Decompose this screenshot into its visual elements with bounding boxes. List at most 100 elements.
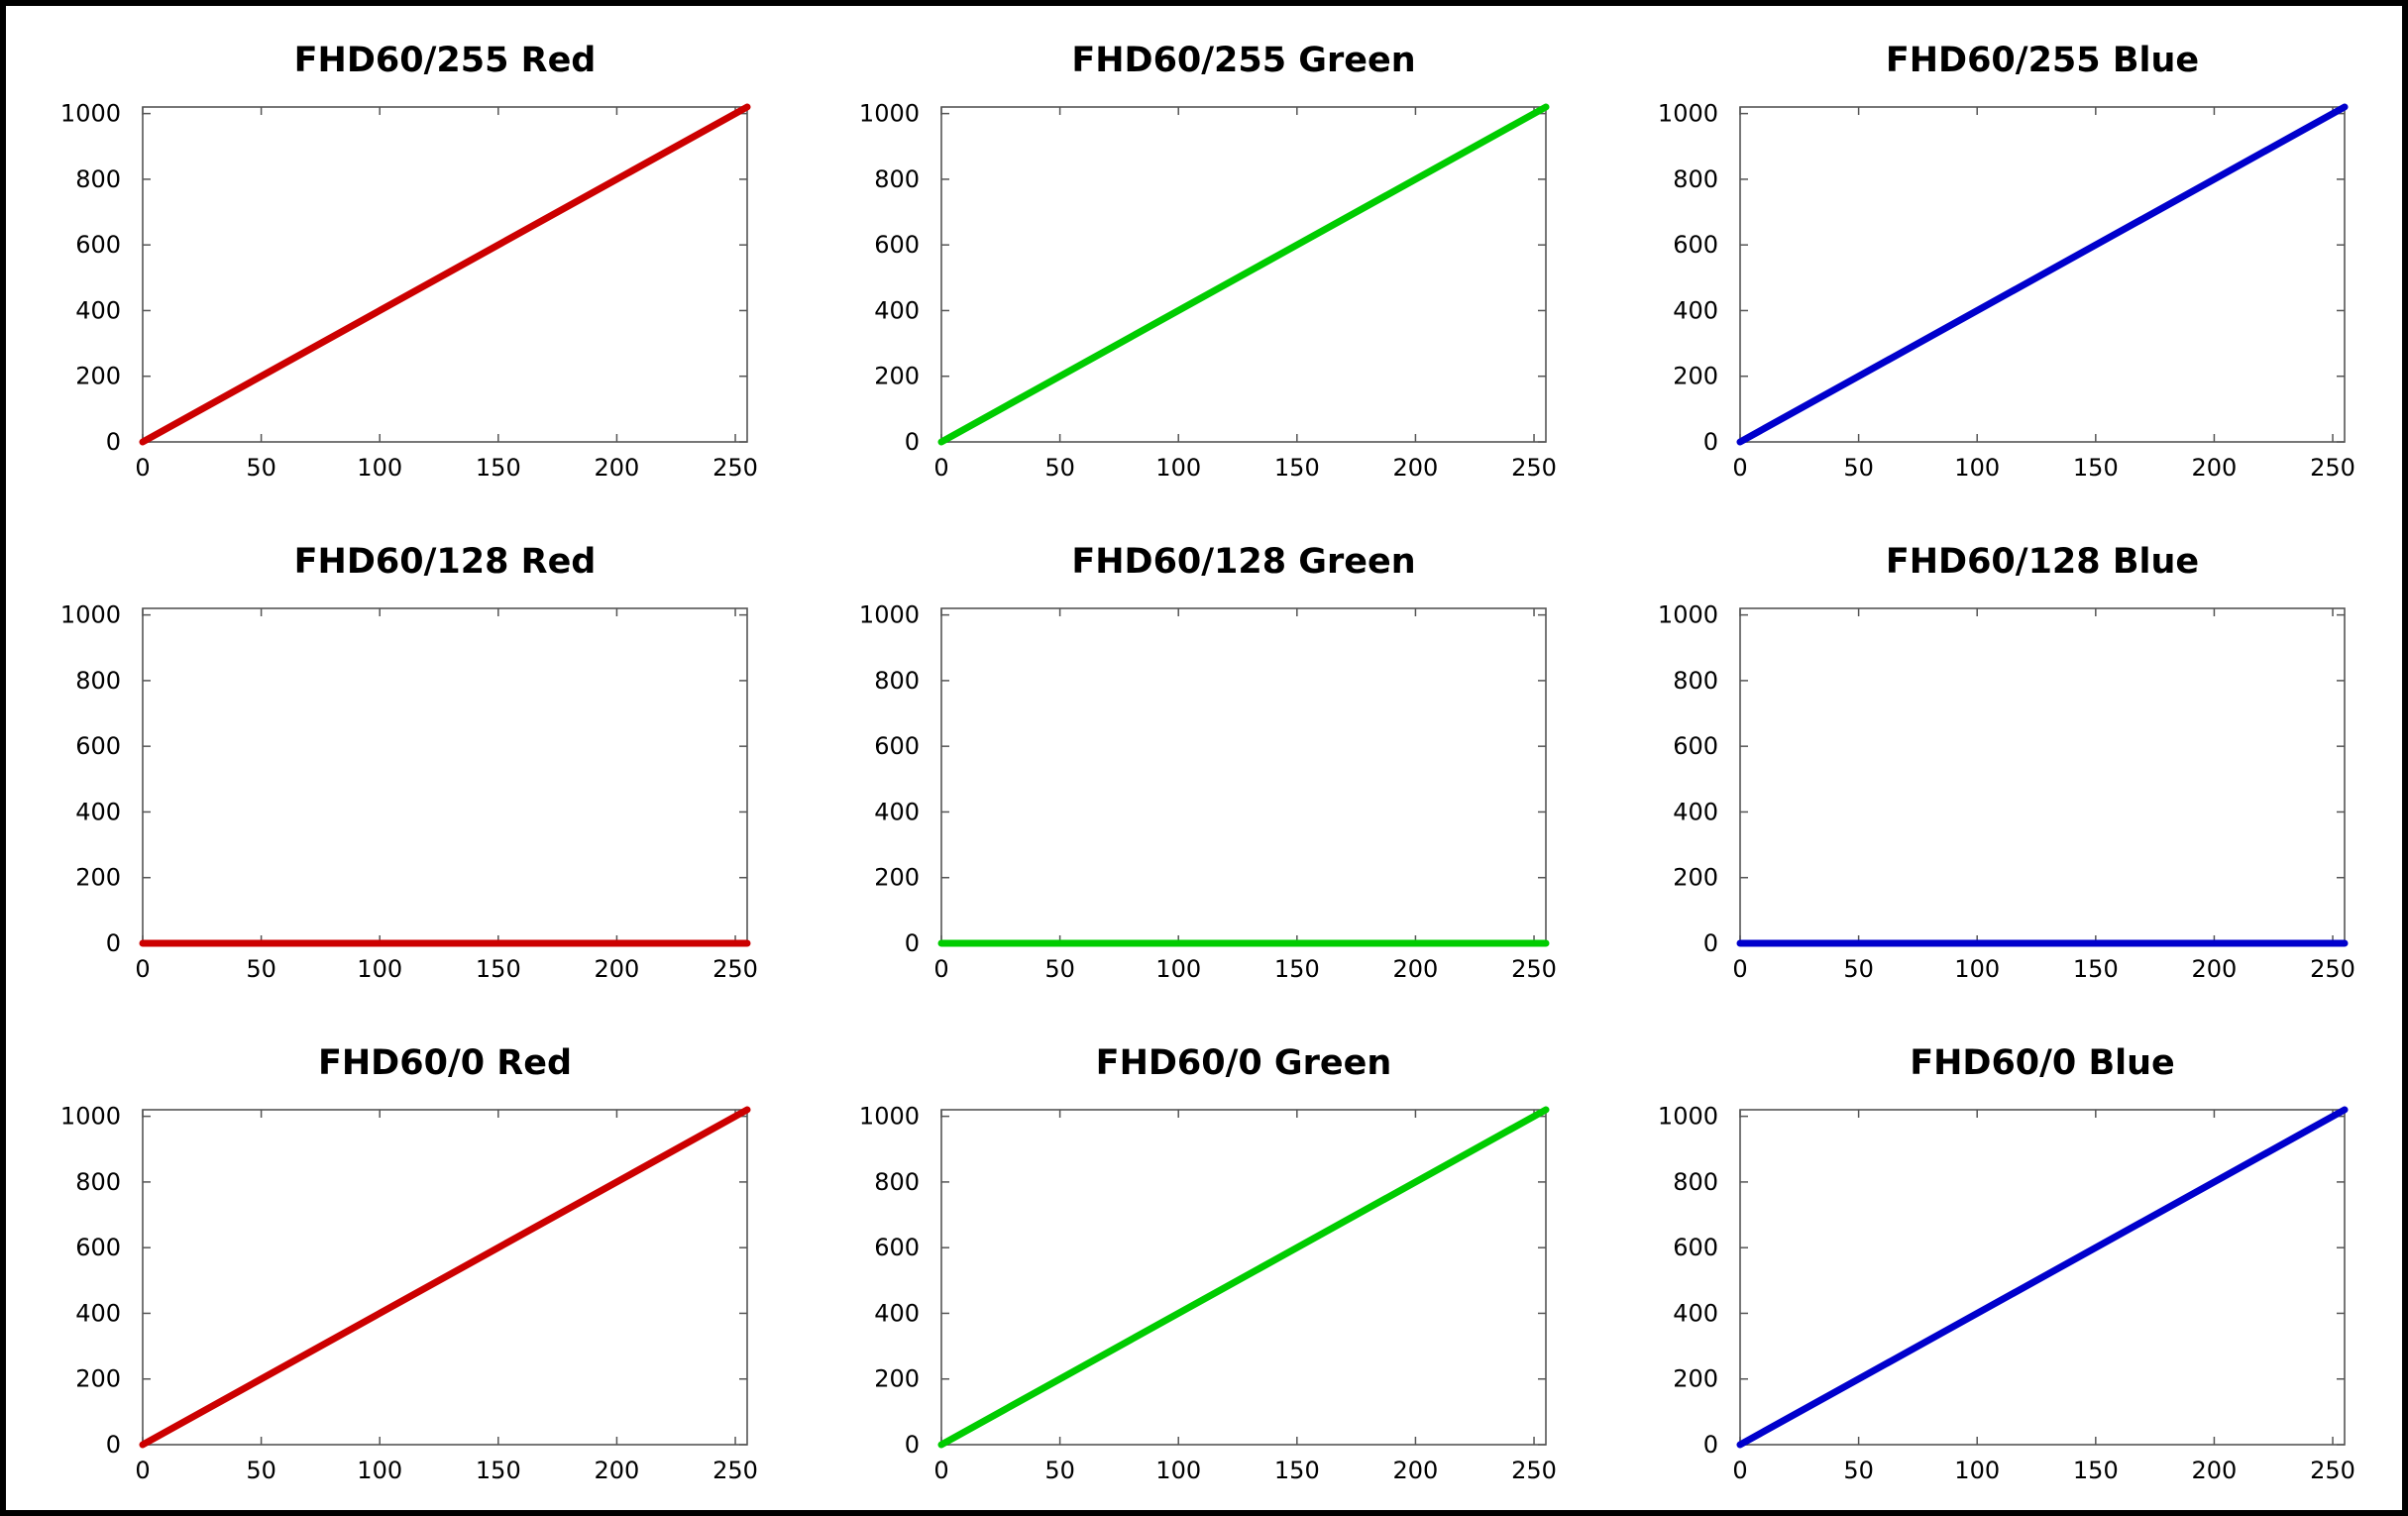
plot-area xyxy=(940,607,1547,944)
x-tick-label: 0 xyxy=(933,454,948,482)
plot-area xyxy=(940,1109,1547,1446)
chart-7: FHD60/0 Red 0 200 400 600 800 1000 0 50 100 150 200… xyxy=(60,1043,758,1484)
y-tick-label: 0 xyxy=(1703,929,1718,957)
chart-title: FHD60/0 Green xyxy=(1096,1043,1392,1083)
plot-area xyxy=(1739,1109,2346,1446)
x-tick-label: 50 xyxy=(246,1457,276,1484)
y-tick-label: 800 xyxy=(1673,165,1718,193)
chart-title: FHD60/0 Blue xyxy=(1910,1043,2175,1083)
x-tick-label: 0 xyxy=(135,955,150,983)
x-tick-label: 100 xyxy=(357,1457,402,1484)
y-tick-label: 200 xyxy=(75,363,121,390)
x-tick-label: 50 xyxy=(246,955,276,983)
y-tick-label: 400 xyxy=(1673,296,1718,324)
x-tick-label: 250 xyxy=(2310,955,2355,983)
plot-area xyxy=(142,1109,748,1446)
x-tick-label: 200 xyxy=(2192,1457,2238,1484)
y-tick-label: 800 xyxy=(75,1168,121,1196)
y-tick-label: 1000 xyxy=(1658,100,1718,128)
x-tick-label: 150 xyxy=(1274,955,1320,983)
y-tick-label: 0 xyxy=(1703,428,1718,456)
x-tick-label: 100 xyxy=(1954,1457,2000,1484)
y-tick-label: 600 xyxy=(1673,231,1718,259)
x-tick-label: 100 xyxy=(1155,955,1201,983)
x-tick-label: 250 xyxy=(712,955,758,983)
y-tick-label: 600 xyxy=(75,1234,121,1261)
chart-title: FHD60/255 Red xyxy=(294,41,597,80)
x-tick-label: 250 xyxy=(1511,955,1557,983)
y-tick-label: 200 xyxy=(874,363,920,390)
y-tick-label: 0 xyxy=(106,929,121,957)
x-tick-label: 150 xyxy=(476,955,521,983)
chart-1: FHD60/255 Red 0 200 400 600 800 1000 0 50 100 150 2… xyxy=(60,41,758,482)
x-tick-label: 50 xyxy=(1044,454,1075,482)
y-tick-label: 1000 xyxy=(859,601,920,629)
y-tick-label: 0 xyxy=(905,1431,920,1459)
x-tick-label: 100 xyxy=(357,955,402,983)
y-tick-label: 600 xyxy=(75,732,121,760)
plot-area xyxy=(1739,106,2346,443)
y-tick-label: 1000 xyxy=(859,1103,920,1131)
x-tick-label: 250 xyxy=(2310,1457,2355,1484)
x-tick-label: 200 xyxy=(1393,955,1439,983)
y-tick-label: 400 xyxy=(75,798,121,825)
x-tick-label: 250 xyxy=(1511,1457,1557,1484)
chart-title: FHD60/128 Red xyxy=(294,542,597,582)
y-tick-label: 400 xyxy=(75,1299,121,1327)
x-tick-label: 50 xyxy=(1044,955,1075,983)
x-tick-label: 150 xyxy=(2073,1457,2119,1484)
series-line xyxy=(1736,103,2349,446)
y-tick-label: 400 xyxy=(874,1299,920,1327)
x-tick-label: 150 xyxy=(476,454,521,482)
y-tick-label: 600 xyxy=(75,231,121,259)
plot-area xyxy=(142,607,748,944)
x-tick-label: 50 xyxy=(1044,1457,1075,1484)
x-tick-label: 100 xyxy=(1954,454,2000,482)
y-tick-label: 200 xyxy=(75,1365,121,1393)
y-tick-label: 1000 xyxy=(60,100,121,128)
x-tick-label: 200 xyxy=(595,1457,640,1484)
x-tick-label: 200 xyxy=(595,454,640,482)
series-line xyxy=(139,103,751,446)
y-tick-label: 1000 xyxy=(60,601,121,629)
y-tick-label: 600 xyxy=(874,231,920,259)
chart-3: FHD60/255 Blue 0 200 400 600 800 1000 0 50 100 150… xyxy=(1658,41,2355,482)
chart-8: FHD60/0 Green 0 200 400 600 800 1000 0 50 100 150 2… xyxy=(859,1043,1557,1484)
y-tick-label: 200 xyxy=(1673,1365,1718,1393)
x-tick-label: 150 xyxy=(476,1457,521,1484)
plot-area xyxy=(940,106,1547,443)
plot-area xyxy=(142,106,748,443)
chart-title: FHD60/0 Red xyxy=(318,1043,572,1083)
y-tick-label: 1000 xyxy=(1658,1103,1718,1131)
y-tick-label: 0 xyxy=(106,428,121,456)
y-tick-label: 400 xyxy=(874,798,920,825)
x-tick-label: 200 xyxy=(1393,454,1439,482)
y-tick-label: 800 xyxy=(874,165,920,193)
y-tick-label: 600 xyxy=(1673,1234,1718,1261)
x-tick-label: 0 xyxy=(933,1457,948,1484)
x-tick-label: 100 xyxy=(1155,1457,1201,1484)
y-tick-label: 800 xyxy=(1673,1168,1718,1196)
y-tick-label: 1000 xyxy=(1658,601,1718,629)
y-tick-label: 400 xyxy=(1673,798,1718,825)
x-tick-label: 50 xyxy=(1843,1457,1874,1484)
series-line xyxy=(1736,1106,2349,1449)
x-tick-label: 50 xyxy=(1843,955,1874,983)
x-tick-label: 100 xyxy=(1155,454,1201,482)
x-tick-label: 50 xyxy=(1843,454,1874,482)
chart-5: FHD60/128 Green 0 200 400 600 800 1000 0 50 100 15… xyxy=(859,542,1557,983)
chart-9: FHD60/0 Blue 0 200 400 600 800 1000 0 50 100 150 20… xyxy=(1658,1043,2355,1484)
chart-title: FHD60/255 Blue xyxy=(1886,41,2199,80)
y-tick-label: 400 xyxy=(75,296,121,324)
plot-area xyxy=(1739,607,2346,944)
x-tick-label: 0 xyxy=(135,1457,150,1484)
chart-title: FHD60/128 Green xyxy=(1071,542,1415,582)
x-tick-label: 150 xyxy=(1274,1457,1320,1484)
x-tick-label: 150 xyxy=(2073,454,2119,482)
x-tick-label: 200 xyxy=(1393,1457,1439,1484)
x-tick-label: 250 xyxy=(2310,454,2355,482)
y-tick-label: 1000 xyxy=(60,1103,121,1131)
y-tick-label: 800 xyxy=(874,667,920,695)
